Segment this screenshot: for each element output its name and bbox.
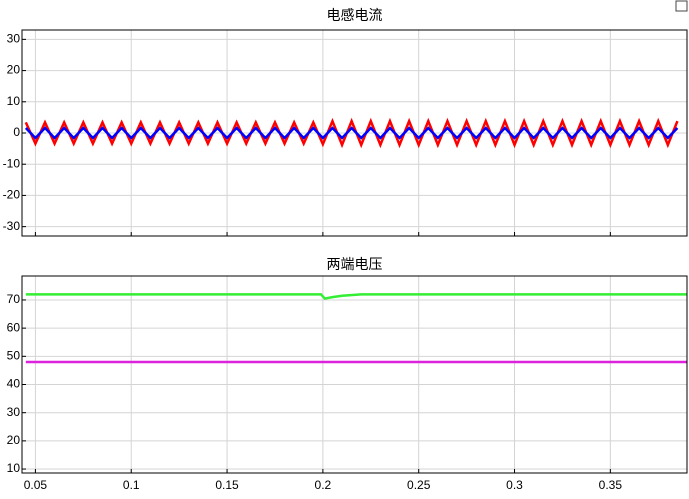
y-tick-label: -20 [3,188,21,202]
y-tick-label: -30 [3,219,21,233]
undock-icon[interactable] [675,0,688,12]
series-line [24,117,679,149]
y-tick-label: 20 [7,63,21,77]
chart-title: 电感电流 [327,7,383,24]
series-line [24,126,679,140]
y-tick-label: 20 [7,433,21,447]
plot-frame [21,275,688,474]
y-tick-label: 70 [7,292,21,306]
x-tick-label: 0.3 [506,478,523,492]
y-tick-label: 30 [7,32,21,46]
x-tick-label: 0.05 [24,478,48,492]
series-line [25,293,687,300]
y-tick-label: 30 [7,405,21,419]
x-tick-label: 0.35 [599,478,623,492]
y-tick-label: 40 [7,377,21,391]
x-tick-label: 0.25 [407,478,431,492]
y-tick-label: 0 [13,125,20,139]
chart-title: 两端电压 [327,257,383,273]
y-tick-label: 50 [7,348,21,362]
x-tick-label: 0.2 [315,478,332,492]
x-tick-label: 0.1 [123,478,140,492]
y-tick-label: 10 [7,94,21,108]
y-tick-label: -10 [3,156,21,170]
y-tick-label: 60 [7,320,21,334]
y-tick-label: 10 [7,461,21,475]
x-tick-label: 0.15 [215,478,239,492]
plot-frame [21,29,688,237]
